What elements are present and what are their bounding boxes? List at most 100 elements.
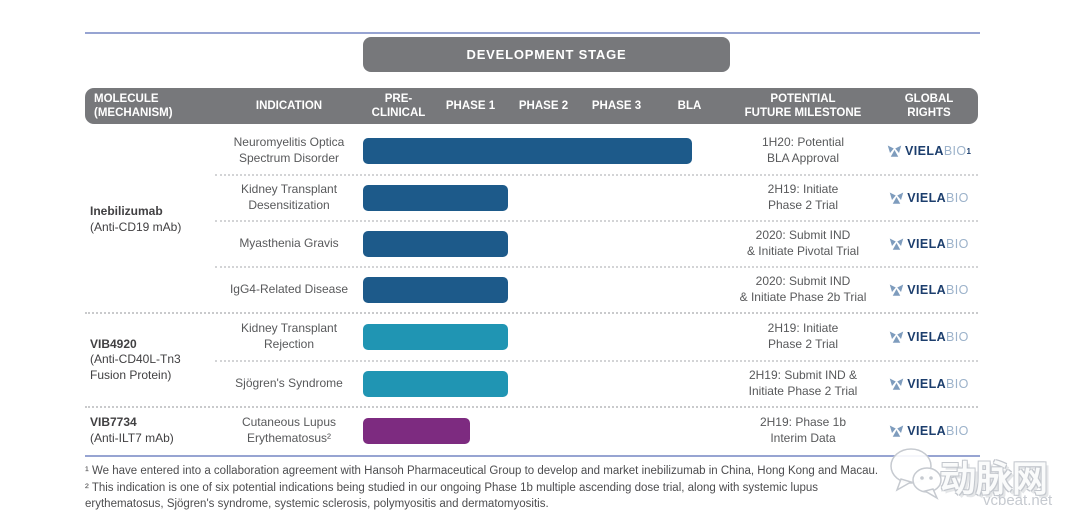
pipeline-row: Neuromyelitis Optica Spectrum Disorder 1…: [215, 128, 978, 174]
vielabio-wordmark-bold: VIELA: [907, 330, 947, 344]
watermark-chat-bubbles-icon: [890, 448, 942, 500]
indication-label: Sjögren's Syndrome: [215, 376, 363, 392]
indication-line: Kidney Transplant: [240, 321, 338, 336]
vielabio-bird-icon: [889, 425, 904, 437]
molecule-mechanism: (Anti-CD40L-Tn3 Fusion Protein): [90, 352, 181, 382]
vielabio-logo: VIELA BIO: [880, 283, 978, 297]
stage-bar-zone: [363, 185, 726, 211]
indication-line: Rejection: [263, 337, 315, 351]
vielabio-logo: VIELA BIO: [880, 237, 978, 251]
col-header-line: POTENTIAL: [770, 92, 836, 105]
pipeline-bar: [363, 324, 508, 350]
col-header-line: GLOBAL: [904, 92, 954, 105]
footnote-1: ¹ We have entered into a collaboration a…: [85, 465, 879, 477]
col-header-line: PRE-: [384, 92, 413, 105]
milestone-label: 2H19: Submit IND & Initiate Phase 2 Tria…: [726, 368, 880, 399]
vielabio-wordmark-light: BIO: [946, 283, 969, 297]
vielabio-wordmark-light: BIO: [946, 377, 969, 391]
pipeline-row: IgG4-Related Disease 2020: Submit IND & …: [215, 266, 978, 312]
watermark-domain: vcbeat.net: [983, 492, 1053, 509]
pipeline-row: Kidney Transplant Desensitization 2H19: …: [215, 174, 978, 220]
milestone-label: 2H19: Initiate Phase 2 Trial: [726, 182, 880, 213]
col-header-line: MOLECULE: [94, 92, 159, 105]
col-header-milestone: POTENTIAL FUTURE MILESTONE: [726, 92, 880, 121]
col-header-phase3: PHASE 3: [591, 99, 642, 112]
vielabio-bird-icon: [889, 331, 904, 343]
col-header-preclinical: PRE- CLINICAL: [363, 92, 434, 121]
stage-bar-zone: [363, 231, 726, 257]
vielabio-wordmark-light: BIO: [946, 237, 969, 251]
milestone-line: 2H19: Initiate: [767, 182, 839, 197]
milestone-label: 1H20: Potential BLA Approval: [726, 135, 880, 166]
milestone-line: & Initiate Pivotal Trial: [746, 244, 860, 258]
vielabio-logo: VIELA BIO: [880, 424, 978, 438]
milestone-line: BLA Approval: [766, 151, 840, 165]
stage-bar-zone: [363, 324, 726, 350]
footnote-2: ² This indication is one of six potentia…: [85, 481, 819, 494]
molecule-name: VIB4920: [90, 336, 137, 351]
watermark-title: 动脉网: [940, 458, 1049, 499]
milestone-line: & Initiate Phase 2b Trial: [739, 290, 867, 304]
vielabio-wordmark-light: BIO: [946, 191, 969, 205]
indication-line: Desensitization: [248, 198, 330, 212]
vielabio-wordmark-bold: VIELA: [907, 377, 947, 391]
col-header-indication: INDICATION: [255, 99, 323, 112]
molecule-group-inebilizumab: Inebilizumab (Anti-CD19 mAb) Neuromyelit…: [85, 128, 978, 312]
vielabio-logo: VIELA BIO: [880, 377, 978, 391]
bottom-divider: [85, 455, 980, 457]
stage-bar-zone: [363, 138, 726, 164]
pipeline-table: Inebilizumab (Anti-CD19 mAb) Neuromyelit…: [85, 128, 978, 454]
indication-line: Cutaneous Lupus: [241, 415, 337, 430]
pipeline-bar: [363, 371, 508, 397]
milestone-line: 1H20: Potential: [761, 135, 845, 150]
milestone-label: 2H19: Initiate Phase 2 Trial: [726, 321, 880, 352]
milestone-line: Phase 2 Trial: [767, 198, 839, 212]
col-header-phase1: PHASE 1: [445, 99, 496, 112]
col-header-line: FUTURE MILESTONE: [744, 107, 862, 119]
pipeline-bar: [363, 277, 508, 303]
vielabio-wordmark-bold: VIELA: [907, 424, 947, 438]
milestone-label: 2H19: Phase 1b Interim Data: [726, 415, 880, 446]
stage-bar-zone: [363, 418, 726, 444]
milestone-line: Initiate Phase 2 Trial: [748, 384, 858, 398]
vielabio-wordmark-light: BIO: [943, 144, 967, 158]
indication-line: Myasthenia Gravis: [239, 236, 339, 251]
watermark: 动脉网 vcbeat.net: [885, 444, 1080, 524]
col-header-line: (MECHANISM): [94, 107, 173, 119]
vielabio-wordmark-bold: VIELA: [905, 144, 944, 158]
stage-bar-zone: [363, 277, 726, 303]
vielabio-logo: VIELA BIO 1: [880, 144, 978, 158]
pipeline-bar: [363, 138, 692, 164]
vielabio-wordmark-light: BIO: [946, 330, 969, 344]
pipeline-row: Kidney Transplant Rejection 2H19: Initia…: [215, 314, 978, 360]
molecule-mechanism: (Anti-CD19 mAb): [90, 220, 182, 234]
milestone-line: 2H19: Submit IND &: [748, 368, 858, 383]
milestone-line: Interim Data: [770, 431, 836, 445]
milestone-line: Phase 2 Trial: [767, 337, 839, 351]
molecule-name: VIB7734: [90, 415, 137, 430]
vielabio-bird-icon: [889, 192, 904, 204]
indication-label: Kidney Transplant Desensitization: [215, 182, 363, 213]
development-stage-banner: DEVELOPMENT STAGE: [363, 37, 730, 72]
molecule-group-vib7734: VIB7734 (Anti-ILT7 mAb) Cutaneous Lupus …: [85, 406, 978, 454]
top-divider: [85, 32, 980, 34]
milestone-line: 2H19: Phase 1b: [759, 415, 847, 430]
indication-line: Kidney Transplant: [240, 182, 338, 197]
milestone-line: 2020: Submit IND: [755, 274, 851, 289]
vielabio-logo: VIELA BIO: [880, 191, 978, 205]
indication-label: Kidney Transplant Rejection: [215, 321, 363, 352]
stage-bar-zone: [363, 371, 726, 397]
pipeline-bar: [363, 185, 508, 211]
vielabio-bird-icon: [887, 145, 902, 157]
col-header-molecule: MOLECULE (MECHANISM): [85, 92, 215, 121]
indication-label: IgG4-Related Disease: [215, 282, 363, 298]
indication-line: IgG4-Related Disease: [229, 282, 349, 297]
pipeline-row: Cutaneous Lupus Erythematosus² 2H19: Pha…: [215, 408, 978, 454]
vielabio-wordmark-light: BIO: [946, 424, 969, 438]
milestone-line: 2020: Submit IND: [755, 228, 851, 243]
pipeline-bar: [363, 418, 470, 444]
vielabio-wordmark-bold: VIELA: [907, 237, 947, 251]
molecule-mechanism: (Anti-ILT7 mAb): [90, 431, 174, 445]
indication-line: Spectrum Disorder: [238, 151, 340, 165]
